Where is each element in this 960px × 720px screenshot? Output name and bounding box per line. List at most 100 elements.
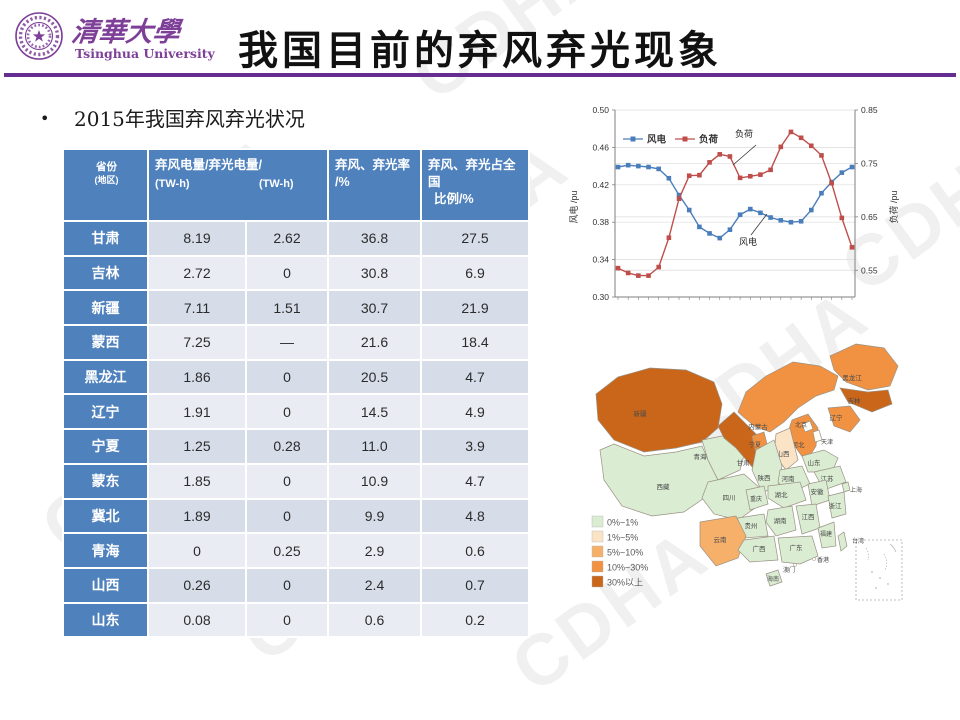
value-cell: 2.72: [147, 254, 247, 292]
province-label: 湖南: [774, 516, 788, 525]
value-cell: 0.6: [420, 532, 530, 569]
province-label: 四川: [723, 494, 736, 502]
province-shape: [817, 521, 837, 549]
province-label: 吉林: [848, 396, 862, 405]
province-cell: 蒙东: [62, 462, 149, 500]
series-annotation: 负荷: [735, 128, 753, 139]
logo-chinese-text: 清華大學: [70, 17, 182, 48]
province-label: 海南: [767, 575, 779, 583]
south-china-sea-inset: [855, 539, 903, 601]
left-axis-tick: 0.30: [592, 292, 609, 302]
value-cell: 4.7: [420, 358, 530, 396]
map-legend-label: 5%~10%: [607, 548, 643, 558]
value-cell: 1.25: [147, 428, 247, 465]
right-axis-tick: 0.65: [861, 212, 878, 222]
page-title: 我国目前的弃风弃光现象: [238, 27, 722, 74]
province-shape: [777, 535, 819, 565]
province-cell: 黑龙江: [62, 358, 149, 396]
map-legend-label: 10%~30%: [607, 563, 648, 573]
table-row: 黑龙江 1.86 0 20.5 4.7: [62, 358, 530, 396]
province-label: 江西: [802, 513, 816, 521]
province-label: 湖北: [775, 490, 789, 499]
bullet-marker: •: [40, 109, 50, 128]
value-cell: 1.89: [147, 497, 247, 535]
table-row: 新疆 7.11 1.51 30.7 21.9: [62, 289, 530, 327]
province-cell: 冀北: [62, 497, 149, 535]
province-shape: [827, 405, 861, 433]
left-axis-tick: 0.42: [592, 180, 609, 190]
province-label: 甘肃: [737, 458, 751, 467]
value-cell: 0: [245, 254, 329, 292]
province-label: 广东: [790, 543, 804, 552]
left-axis-tick: 0.34: [592, 255, 609, 265]
right-axis-tick: 0.85: [861, 105, 878, 115]
value-cell: 9.9: [327, 497, 422, 535]
bullet-text: 2015年我国弃风弃光状况: [74, 107, 305, 131]
value-cell: 0: [245, 566, 329, 604]
value-cell: 18.4: [420, 324, 530, 361]
province-label: 辽宁: [830, 413, 844, 422]
province-cell: 山西: [62, 566, 149, 604]
province-label: 青海: [694, 452, 708, 461]
map-legend-label: 30%以上: [607, 578, 643, 588]
province-shape: [745, 485, 769, 511]
table-row: 蒙西 7.25—21.6 18.4: [62, 324, 530, 361]
value-cell: 0.6: [327, 601, 422, 639]
value-cell: 27.5: [420, 220, 530, 257]
province-cell: 吉林: [62, 254, 149, 292]
legend-label: 风电: [647, 134, 667, 146]
curtailment-table: 省份 (地区) 弃风电量/弃光电量/ (TW-h) (TW-h) 弃风、弃光率 /…: [62, 148, 530, 639]
province-label: 西藏: [657, 482, 671, 491]
value-cell: 30.7: [327, 289, 422, 327]
col-header-province: 省份 (地区): [62, 148, 149, 222]
province-label: 山西: [777, 449, 791, 458]
value-cell: 0: [245, 601, 329, 639]
province-label: 河南: [782, 474, 796, 483]
table-row: 辽宁 1.91 0 14.5 4.9: [62, 393, 530, 431]
table-row: 冀北 1.89 0 9.9 4.8: [62, 497, 530, 535]
province-label: 陕西: [758, 473, 772, 482]
value-cell: 0.28: [245, 428, 329, 465]
province-shape: [812, 429, 823, 443]
value-cell: 4.8: [420, 497, 530, 535]
province-label: 黑龙江: [842, 373, 862, 382]
province-shape: [737, 361, 839, 433]
province-label: 贵州: [745, 521, 758, 530]
province-shape: [595, 367, 723, 453]
china-curtailment-map: 新疆 西藏 青海 甘肃 内蒙古 黑龙江 吉林 辽宁 河北 北京 天津 山西 宁夏 陕西 山东 河南 江苏 安徽 上海…: [588, 332, 960, 620]
table-header-row: 省份 (地区) 弃风电量/弃光电量/ (TW-h) (TW-h) 弃风、弃光率 /…: [62, 148, 530, 222]
value-cell: 4.9: [420, 393, 530, 431]
province-shape: [801, 449, 839, 473]
value-cell: 36.8: [327, 220, 422, 257]
province-shape: [801, 420, 814, 433]
province-cell: 新疆: [62, 289, 149, 327]
col-header-rate: 弃风、弃光率 /%: [327, 148, 422, 222]
value-cell: 0: [147, 532, 247, 569]
table-row: 甘肃 8.19 2.62 36.8 27.5: [62, 220, 530, 257]
value-cell: 11.0: [327, 428, 422, 465]
header-divider: [4, 73, 956, 77]
value-cell: 21.9: [420, 289, 530, 327]
province-shape: [841, 481, 851, 493]
table-row: 蒙东 1.85 0 10.9 4.7: [62, 462, 530, 500]
province-label: 上海: [850, 486, 862, 494]
province-label: 香港: [817, 556, 829, 564]
province-shape: [701, 473, 761, 521]
province-shape: [827, 491, 847, 519]
province-cell: 青海: [62, 532, 149, 569]
table-row: 山东 0.08 0 0.6 0.2: [62, 601, 530, 639]
province-shape: [839, 387, 893, 413]
province-label: 天津: [821, 439, 833, 446]
province-cell: 辽宁: [62, 393, 149, 431]
value-cell: 0.08: [147, 601, 247, 639]
value-cell: 0: [245, 358, 329, 396]
province-shape: [829, 343, 899, 391]
province-shape: [765, 569, 783, 587]
value-cell: 14.5: [327, 393, 422, 431]
province-cell: 山东: [62, 601, 149, 639]
map-legend-label: 1%~5%: [607, 533, 638, 543]
value-cell: 0: [245, 393, 329, 431]
value-cell: 1.51: [245, 289, 329, 327]
left-axis-tick: 0.46: [592, 142, 609, 152]
